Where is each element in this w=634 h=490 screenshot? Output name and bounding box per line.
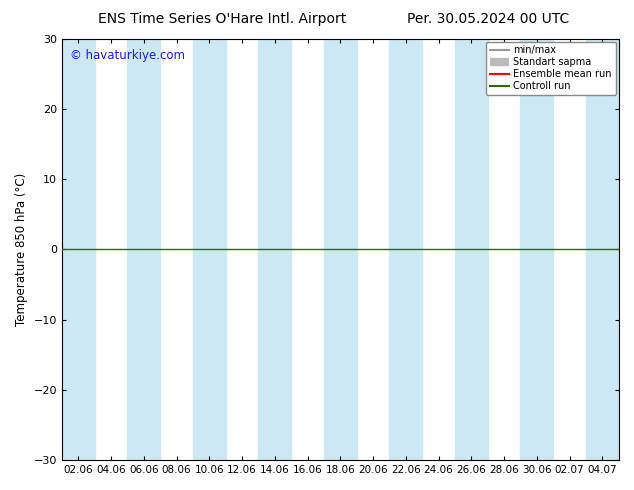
Bar <box>127 39 160 460</box>
Text: © havaturkiye.com: © havaturkiye.com <box>70 49 185 62</box>
Legend: min/max, Standart sapma, Ensemble mean run, Controll run: min/max, Standart sapma, Ensemble mean r… <box>486 42 616 95</box>
Bar <box>586 39 619 460</box>
Bar <box>521 39 553 460</box>
Bar <box>455 39 488 460</box>
Text: Per. 30.05.2024 00 UTC: Per. 30.05.2024 00 UTC <box>407 12 569 26</box>
Y-axis label: Temperature 850 hPa (°C): Temperature 850 hPa (°C) <box>15 173 28 326</box>
Bar <box>259 39 291 460</box>
Bar <box>324 39 357 460</box>
Text: ENS Time Series O'Hare Intl. Airport: ENS Time Series O'Hare Intl. Airport <box>98 12 346 26</box>
Bar <box>389 39 422 460</box>
Bar <box>62 39 94 460</box>
Bar <box>193 39 226 460</box>
